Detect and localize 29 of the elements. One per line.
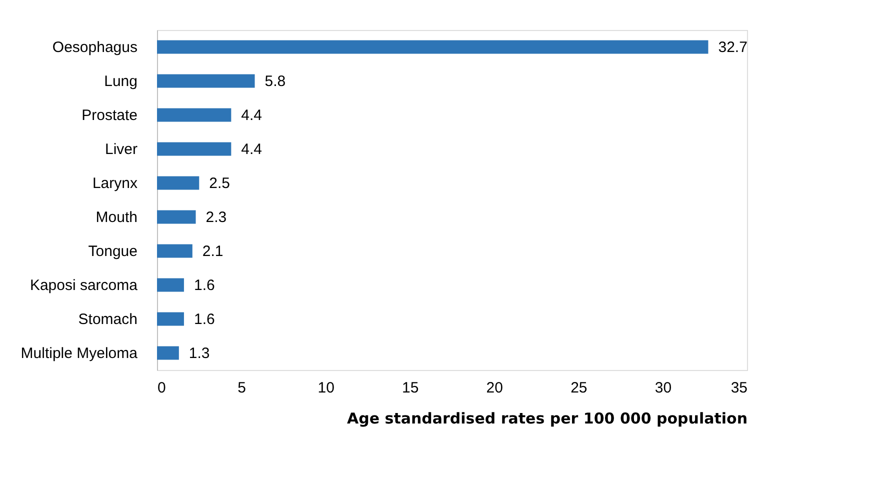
x-tick-label: 0 (158, 380, 166, 396)
data-label: 2.1 (202, 243, 224, 260)
x-tick-label: 30 (654, 380, 672, 396)
y-tick-label: Lung (104, 73, 138, 90)
y-tick-label: Tongue (88, 243, 138, 260)
data-label: 2.3 (206, 209, 227, 226)
x-tick-label: 10 (318, 380, 334, 396)
y-tick-label: Prostate (82, 107, 138, 124)
x-tick-label: 25 (570, 380, 588, 396)
y-tick-label: Liver (104, 141, 138, 158)
x-tick-label: 15 (402, 380, 419, 396)
data-label: 4.4 (241, 107, 262, 124)
y-tick-label: Mouth (96, 209, 138, 226)
y-tick-label: Kaposi sarcoma (30, 277, 138, 294)
data-label: 1.6 (194, 311, 215, 328)
x-tick-label: 35 (730, 380, 748, 396)
y-tick-label: Oesophagus (52, 39, 138, 56)
data-label: 32.7 (718, 39, 748, 56)
x-tick-label: 5 (238, 380, 246, 396)
x-axis-title: Age standardised rates per 100 000 population (347, 410, 748, 428)
data-label: 2.5 (209, 175, 230, 192)
data-label: 5.8 (264, 73, 286, 90)
data-label: 1.3 (188, 345, 210, 362)
x-tick-label: 20 (486, 380, 503, 396)
y-tick-label: Larynx (92, 175, 138, 192)
y-tick-label: Multiple Myeloma (20, 345, 138, 362)
y-tick-label: Stomach (78, 311, 138, 328)
data-label: 4.4 (241, 141, 262, 158)
data-label: 1.6 (194, 277, 215, 294)
